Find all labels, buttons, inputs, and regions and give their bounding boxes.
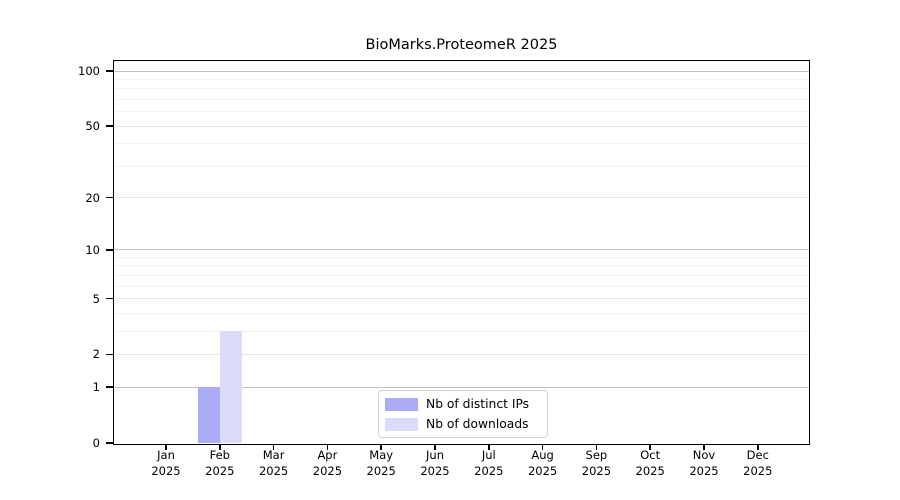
x-tick-label: Jul 2025 <box>457 448 521 479</box>
gridline-minor <box>114 143 809 145</box>
x-tick-label-line: Apr <box>317 448 338 462</box>
gridline-major <box>114 249 809 251</box>
y-tick <box>106 248 114 251</box>
x-tick-label-line: 2025 <box>205 463 235 478</box>
bar-nb-of-distinct-ips <box>198 387 220 443</box>
x-tick-label-line: 2025 <box>635 463 665 478</box>
x-tick-label-line: 2025 <box>258 463 289 478</box>
x-tick-label-line: 2025 <box>420 463 450 478</box>
y-tick <box>106 442 114 444</box>
y-tick <box>106 297 114 300</box>
x-tick-label-line: 2025 <box>151 463 181 478</box>
gridline-major <box>114 386 809 388</box>
gridline-major <box>114 298 809 300</box>
x-tick <box>487 444 490 450</box>
legend-label-distinct-ips: Nb of distinct IPs <box>426 397 530 411</box>
x-tick-label: Mar 2025 <box>242 448 306 479</box>
legend-item-downloads: Nb of downloads <box>385 417 539 431</box>
x-tick-label: Sep 2025 <box>564 448 628 479</box>
x-tick-label-line: Dec <box>746 448 769 462</box>
gridline-minor <box>114 88 809 90</box>
x-tick-label: Dec 2025 <box>726 448 790 479</box>
x-tick-label-line: Sep <box>585 448 608 462</box>
x-tick-label: Nov 2025 <box>672 448 736 479</box>
bar-nb-of-downloads <box>219 331 242 443</box>
x-tick <box>703 444 705 450</box>
x-tick <box>165 444 167 450</box>
y-tick-label: 1 <box>92 380 100 395</box>
gridline-minor <box>114 98 809 100</box>
x-tick-label-line: Feb <box>209 448 230 462</box>
y-tick <box>106 353 114 356</box>
x-tick <box>326 444 329 450</box>
legend-swatch-distinct-ips <box>385 397 418 411</box>
y-tick-label: 20 <box>85 190 100 205</box>
x-tick-label: Jan 2025 <box>134 448 198 479</box>
x-tick-label-line: 2025 <box>689 463 719 478</box>
x-tick-label: Aug 2025 <box>511 448 575 479</box>
x-tick <box>218 444 221 450</box>
y-tick <box>106 70 114 72</box>
gridline-minor <box>114 265 809 267</box>
y-tick-label: 100 <box>78 64 100 78</box>
chart-title: BioMarks.ProteomeR 2025 <box>365 37 558 53</box>
y-tick <box>106 386 114 389</box>
x-tick-label-line: 2025 <box>581 463 612 478</box>
plot-area <box>114 61 809 443</box>
x-tick <box>380 444 383 450</box>
legend-label-downloads: Nb of downloads <box>426 417 529 431</box>
x-tick-label: May 2025 <box>349 448 413 479</box>
x-tick-label-line: May <box>369 448 394 462</box>
x-tick-label: Apr 2025 <box>295 448 359 479</box>
gridline-major <box>114 125 809 127</box>
x-tick-label-line: Jun <box>426 448 444 462</box>
x-tick <box>756 444 759 450</box>
x-tick <box>649 444 652 450</box>
y-tick-label: 50 <box>85 119 100 134</box>
x-tick-label-line: Oct <box>640 448 661 462</box>
y-tick <box>106 196 114 199</box>
gridline-minor <box>114 330 809 332</box>
gridline-minor <box>114 256 809 258</box>
x-tick-label-line: Mar <box>262 448 285 462</box>
x-tick <box>541 444 544 450</box>
legend-item-distinct-ips: Nb of distinct IPs <box>385 397 539 411</box>
y-tick <box>106 125 114 127</box>
x-tick-label-line: Jan <box>157 448 175 462</box>
x-tick-label-line: Jul <box>481 448 496 462</box>
y-tick-label: 0 <box>92 436 100 450</box>
x-tick-label-line: 2025 <box>474 463 504 478</box>
legend: Nb of distinct IPs Nb of downloads <box>378 390 548 438</box>
gridline-major <box>114 70 809 72</box>
x-tick-label-line: Aug <box>531 448 554 462</box>
y-tick-label: 2 <box>92 347 100 362</box>
legend-swatch-downloads <box>385 417 418 431</box>
gridline-minor <box>114 111 809 113</box>
gridline-major <box>114 197 809 199</box>
x-tick-label-line: 2025 <box>743 463 773 478</box>
x-tick <box>595 444 598 450</box>
x-tick <box>272 444 275 450</box>
gridline-minor <box>114 274 809 276</box>
x-tick-label: Feb 2025 <box>188 448 252 479</box>
gridline-minor <box>114 78 809 80</box>
x-tick-label-line: 2025 <box>366 463 396 478</box>
gridline-minor <box>114 285 809 287</box>
gridline-major <box>114 353 809 355</box>
x-tick-label: Oct 2025 <box>618 448 682 479</box>
x-tick-label-line: 2025 <box>527 463 558 478</box>
gridline-minor <box>114 312 809 314</box>
y-tick-label: 10 <box>85 242 100 257</box>
x-tick-label-line: 2025 <box>312 463 343 478</box>
x-tick-label: Jun 2025 <box>403 448 467 479</box>
y-tick-label: 5 <box>92 291 100 306</box>
x-tick-label-line: Nov <box>692 448 716 462</box>
gridline-minor <box>114 165 809 167</box>
x-tick <box>434 444 436 450</box>
